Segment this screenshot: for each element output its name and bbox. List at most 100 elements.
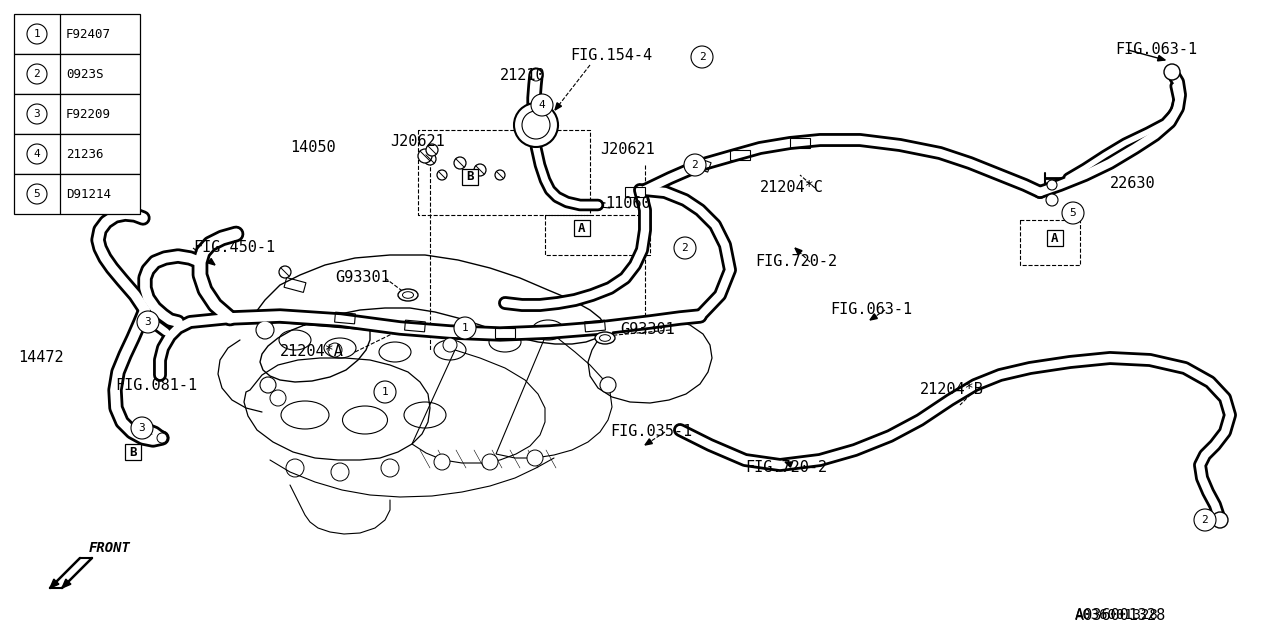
Text: 21204*C: 21204*C	[760, 180, 824, 195]
Ellipse shape	[595, 332, 614, 344]
Text: 4: 4	[539, 100, 545, 110]
Text: 21210: 21210	[500, 67, 545, 83]
Text: A: A	[579, 221, 586, 234]
Bar	[14, 134, 140, 174]
Circle shape	[256, 321, 274, 339]
Text: 21204*A: 21204*A	[280, 344, 344, 360]
Circle shape	[531, 94, 553, 116]
Text: FRONT: FRONT	[90, 541, 131, 555]
Text: 4: 4	[33, 149, 41, 159]
Text: A036001328: A036001328	[1075, 608, 1158, 622]
Polygon shape	[207, 259, 215, 265]
Circle shape	[27, 144, 47, 164]
Circle shape	[600, 377, 616, 393]
Text: F92407: F92407	[67, 28, 111, 40]
Circle shape	[495, 170, 506, 180]
Polygon shape	[785, 462, 792, 467]
Circle shape	[374, 381, 396, 403]
Bar	[14, 14, 140, 54]
Circle shape	[328, 343, 342, 357]
Text: A: A	[1051, 232, 1059, 244]
Circle shape	[454, 317, 476, 339]
Bar	[14, 54, 140, 94]
Text: B: B	[466, 170, 474, 184]
Polygon shape	[645, 439, 653, 445]
Circle shape	[691, 46, 713, 68]
Text: FIG.081-1: FIG.081-1	[115, 378, 197, 392]
Text: 1: 1	[462, 323, 468, 333]
Circle shape	[1047, 180, 1057, 190]
Polygon shape	[1157, 56, 1165, 61]
Circle shape	[279, 266, 291, 278]
Circle shape	[332, 463, 349, 481]
Circle shape	[27, 64, 47, 84]
Circle shape	[424, 153, 436, 165]
Polygon shape	[50, 579, 59, 588]
Text: 5: 5	[1070, 208, 1076, 218]
Ellipse shape	[402, 292, 413, 298]
Circle shape	[522, 111, 550, 139]
Text: FIG.450-1: FIG.450-1	[193, 241, 275, 255]
Circle shape	[27, 184, 47, 204]
Circle shape	[260, 377, 276, 393]
Circle shape	[1165, 65, 1179, 79]
Circle shape	[270, 390, 285, 406]
Text: FIG.720-2: FIG.720-2	[745, 461, 827, 476]
Circle shape	[1046, 194, 1059, 206]
Text: 14050: 14050	[291, 141, 335, 156]
Text: G93301: G93301	[335, 271, 389, 285]
Circle shape	[434, 454, 451, 470]
Bar	[14, 174, 140, 214]
Circle shape	[131, 417, 154, 439]
Text: 3: 3	[138, 423, 146, 433]
Circle shape	[527, 450, 543, 466]
Circle shape	[27, 104, 47, 124]
Text: 22630: 22630	[1110, 175, 1156, 191]
Circle shape	[596, 322, 613, 338]
Text: 2: 2	[1202, 515, 1208, 525]
Text: 2: 2	[691, 160, 699, 170]
Circle shape	[1164, 64, 1180, 80]
Text: FIG.154-4: FIG.154-4	[570, 47, 652, 63]
Text: 5: 5	[33, 189, 41, 199]
Text: 2: 2	[33, 69, 41, 79]
Text: 2: 2	[699, 52, 705, 62]
Circle shape	[1212, 512, 1228, 528]
Circle shape	[675, 237, 696, 259]
Circle shape	[684, 154, 707, 176]
Polygon shape	[795, 248, 803, 255]
Text: 3: 3	[33, 109, 41, 119]
Bar	[1047, 230, 1062, 246]
Text: FIG.063-1: FIG.063-1	[1115, 42, 1197, 58]
Text: FIG.063-1: FIG.063-1	[829, 303, 913, 317]
Circle shape	[530, 69, 541, 81]
Circle shape	[483, 454, 498, 470]
Text: J20621: J20621	[600, 143, 655, 157]
Circle shape	[1169, 68, 1176, 76]
Polygon shape	[556, 103, 562, 110]
Circle shape	[143, 319, 154, 329]
Polygon shape	[61, 579, 70, 588]
Text: FIG.035-1: FIG.035-1	[611, 424, 692, 440]
Circle shape	[419, 149, 433, 163]
Bar	[462, 169, 477, 185]
Circle shape	[443, 338, 457, 352]
Text: G93301: G93301	[620, 323, 675, 337]
Circle shape	[27, 24, 47, 44]
Circle shape	[454, 157, 466, 169]
Text: 2: 2	[682, 243, 689, 253]
Text: 11060: 11060	[605, 195, 650, 211]
Text: A036001328: A036001328	[1075, 607, 1166, 623]
Text: FIG.720-2: FIG.720-2	[755, 255, 837, 269]
Text: 3: 3	[145, 317, 151, 327]
Ellipse shape	[398, 289, 419, 301]
Text: D91214: D91214	[67, 188, 111, 200]
Text: 14472: 14472	[18, 351, 64, 365]
Text: 1: 1	[381, 387, 388, 397]
Text: 21204*B: 21204*B	[920, 383, 984, 397]
Polygon shape	[870, 314, 877, 320]
Circle shape	[381, 459, 399, 477]
Circle shape	[436, 170, 447, 180]
Text: 0923S: 0923S	[67, 67, 104, 81]
Text: 1: 1	[33, 29, 41, 39]
